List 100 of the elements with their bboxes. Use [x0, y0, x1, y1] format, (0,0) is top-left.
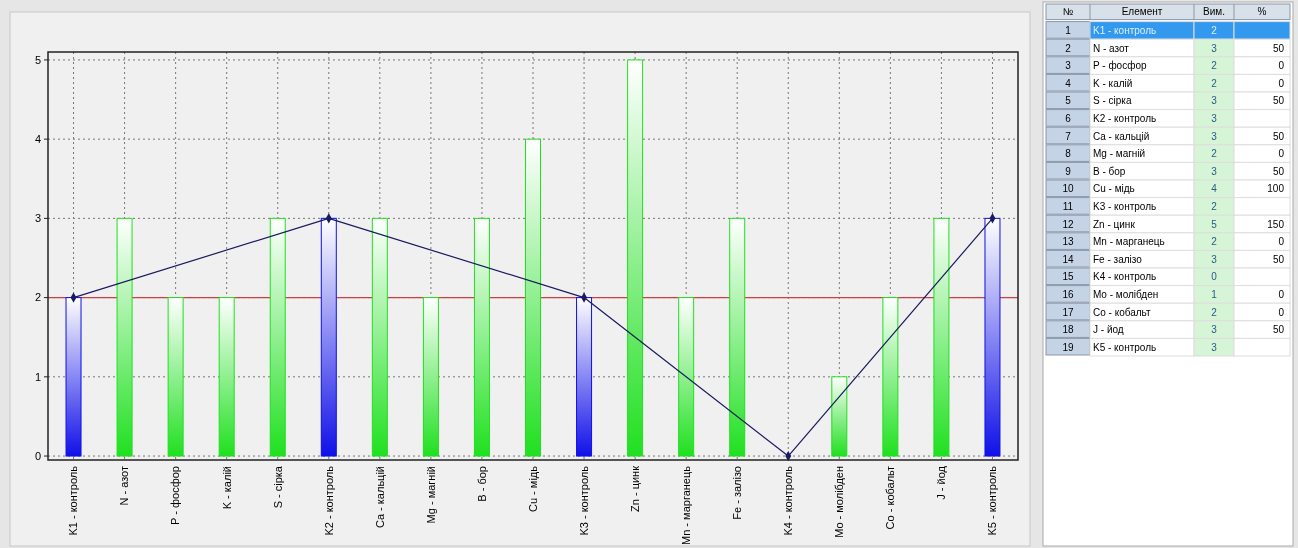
y-tick-label: 1 — [34, 370, 41, 383]
x-tick-label: Cu - мідь — [526, 465, 539, 512]
x-tick-label: Mn - марганець — [680, 465, 693, 545]
data-label: 3 — [1065, 60, 1072, 72]
bar — [627, 59, 644, 457]
bar — [984, 217, 1001, 457]
x-tick-label: J - йод — [935, 465, 948, 500]
data-label: 2 — [1065, 42, 1072, 54]
category-label: K1 - контроль — [1093, 24, 1157, 36]
data-label: 0 — [1278, 306, 1285, 318]
data-label: 17 — [1062, 306, 1074, 318]
y-tick-label: 4 — [34, 133, 41, 145]
data-label: 1 — [1065, 24, 1072, 36]
bar — [729, 217, 746, 457]
data-label: 3 — [1211, 95, 1218, 107]
data-label: 2 — [1211, 148, 1218, 160]
category-label: Zn - цинк — [1093, 218, 1136, 230]
data-label: 0 — [1211, 271, 1218, 283]
x-tick-label: K - калій — [220, 466, 233, 510]
x-tick-label: Ca - кальцій — [373, 466, 386, 529]
y-tick-label: 2 — [34, 291, 41, 304]
data-label: 50 — [1272, 95, 1285, 107]
data-label: 4 — [1065, 77, 1072, 89]
category-label: Co - кобальт — [1093, 306, 1152, 318]
bar — [422, 297, 439, 457]
data-label: 10 — [1062, 183, 1074, 195]
data-label: 1 — [1211, 288, 1218, 300]
text: % — [1257, 6, 1267, 18]
data-label: 4 — [1211, 183, 1218, 195]
x-tick-label: K1 - контроль — [67, 465, 80, 536]
bar — [576, 297, 593, 457]
x-tick-label: S - сірка — [271, 465, 284, 509]
category-label: N - азот — [1093, 42, 1130, 54]
x-tick-label: K3 - контроль — [577, 465, 590, 536]
y-tick-label: 3 — [34, 212, 41, 225]
category-label: K - калій — [1093, 77, 1133, 89]
data-label: 3 — [1211, 165, 1218, 177]
bar — [320, 217, 337, 457]
x-tick-label: Co - кобальт — [884, 466, 897, 530]
category-label: B - бор — [1093, 165, 1126, 177]
category-label: Mg - магній — [1093, 148, 1146, 160]
data-label: 5 — [1211, 218, 1218, 230]
bar — [678, 297, 695, 457]
data-label: 0 — [1278, 148, 1285, 160]
data-label: 3 — [1211, 253, 1218, 265]
category-label: J - йод — [1093, 324, 1124, 336]
x-tick-label: N - азот — [118, 466, 131, 506]
data-label: 8 — [1065, 148, 1072, 160]
category-label: Mo - молібден — [1093, 288, 1159, 300]
data-label: 5 — [1065, 95, 1072, 107]
category-label: K5 - контроль — [1093, 341, 1157, 353]
data-label: 0 — [1278, 288, 1285, 300]
bar — [831, 376, 848, 457]
bar — [371, 217, 388, 457]
data-label: 50 — [1272, 324, 1285, 336]
data-label: 19 — [1062, 341, 1074, 353]
bar — [525, 138, 541, 457]
data-label: 9 — [1065, 165, 1072, 177]
category-label: K4 - контроль — [1093, 271, 1157, 283]
category-label: S - сірка — [1093, 95, 1132, 107]
data-label: 3 — [1211, 130, 1218, 142]
bar — [218, 297, 235, 457]
data-label: 2 — [1211, 200, 1218, 212]
data-label: 50 — [1272, 130, 1285, 142]
data-label: 100 — [1267, 183, 1285, 195]
y-tick-label: 0 — [34, 449, 41, 462]
data-label: 2 — [1211, 236, 1218, 248]
category-label: K3 - контроль — [1093, 200, 1157, 212]
x-tick-label: K4 - контроль — [782, 465, 795, 536]
data-label: 0 — [1278, 60, 1285, 72]
data-label: 3 — [1211, 341, 1218, 353]
category-label: Mn - марганець — [1093, 236, 1165, 248]
x-tick-label: Fe - залізо — [731, 466, 744, 520]
data-label: 0 — [1278, 236, 1285, 248]
data-label: 6 — [1065, 112, 1072, 124]
data-label: 3 — [1211, 324, 1218, 336]
x-tick-label: Mo - молібден — [833, 466, 846, 538]
data-label: 2 — [1211, 77, 1218, 89]
data-label: 3 — [1211, 112, 1218, 124]
bar — [473, 217, 490, 457]
data-label: 2 — [1211, 60, 1218, 72]
bar — [116, 217, 133, 457]
data-label: 11 — [1062, 200, 1074, 212]
data-label: 50 — [1272, 165, 1285, 177]
category-label: Fe - залізо — [1093, 253, 1143, 265]
x-tick-label: Mg - магній — [424, 466, 437, 524]
x-tick-label: K5 - контроль — [986, 465, 999, 536]
data-label: 2 — [1211, 24, 1218, 36]
category-label: Ca - кальцій — [1093, 130, 1150, 142]
data-label: 18 — [1062, 324, 1074, 336]
data-label: 12 — [1062, 218, 1074, 230]
text: Елемент — [1121, 6, 1163, 18]
x-tick-label: B - бор — [475, 466, 488, 502]
y-tick-label: 5 — [34, 53, 41, 66]
data-label: 14 — [1062, 253, 1074, 265]
category-label: K2 - контроль — [1093, 112, 1157, 124]
bar — [933, 217, 950, 457]
category-label: P - фосфор — [1093, 60, 1147, 72]
data-label: 13 — [1062, 236, 1074, 248]
bar — [65, 297, 82, 457]
